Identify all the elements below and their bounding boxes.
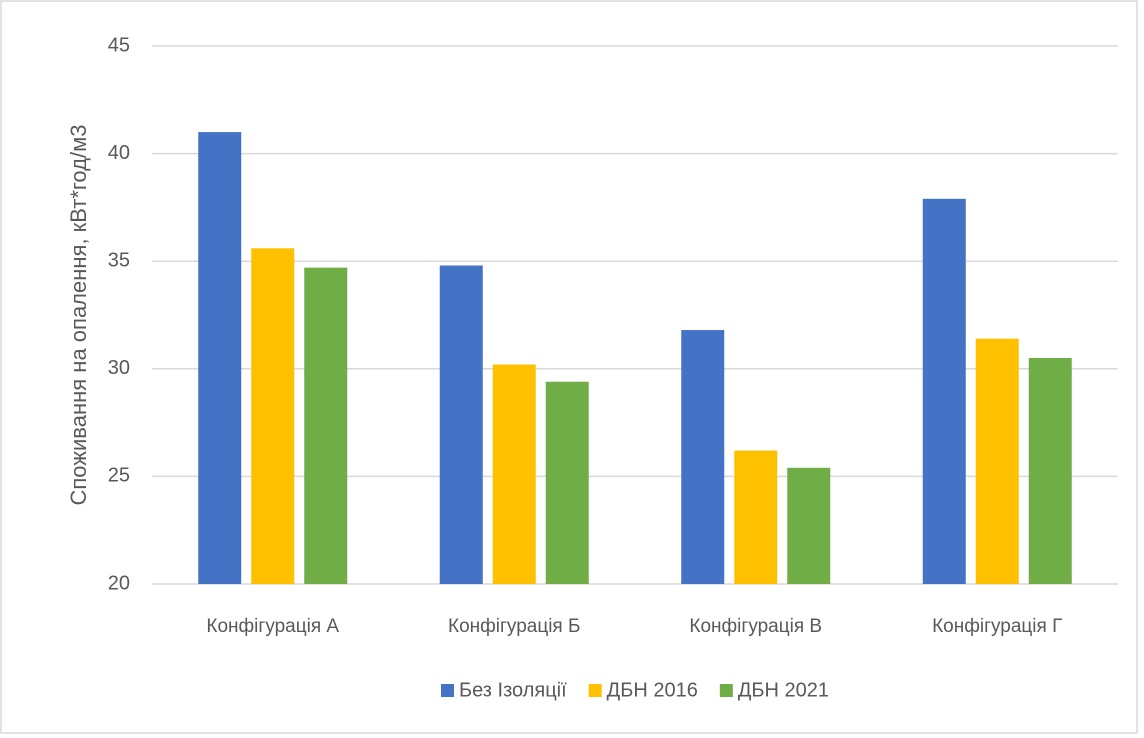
legend-label: ДБН 2021: [738, 679, 829, 701]
bar: [922, 198, 966, 585]
bar: [734, 450, 778, 584]
legend-swatch: [588, 684, 602, 697]
y-axis-title: Споживання на опалення, кВт*год/м3: [66, 125, 91, 506]
y-tick-label: 45: [108, 34, 130, 56]
x-tick-label: Конфігурація Б: [448, 616, 580, 637]
y-tick-label: 25: [108, 465, 130, 487]
bar: [492, 364, 536, 584]
legend-label: Без Ізоляції: [459, 679, 567, 701]
bar: [681, 330, 725, 584]
x-tick-label: Конфігурація А: [206, 616, 339, 637]
bar: [251, 248, 295, 584]
x-tick-label: Конфігурація В: [689, 616, 822, 637]
y-tick-label: 30: [108, 357, 130, 379]
bar: [787, 467, 831, 584]
legend-swatch: [719, 684, 733, 697]
y-tick-label: 40: [108, 142, 130, 164]
legend-swatch: [440, 684, 454, 697]
bar: [1028, 358, 1072, 584]
legend-label: ДБН 2016: [607, 679, 698, 701]
y-tick-label: 20: [108, 572, 130, 594]
x-tick-label: Конфігурація Г: [932, 616, 1062, 637]
bar: [975, 338, 1019, 584]
y-tick-label: 35: [108, 249, 130, 271]
bar: [304, 267, 348, 584]
bar: [439, 265, 483, 584]
bar: [198, 132, 242, 584]
bar: [545, 381, 589, 584]
